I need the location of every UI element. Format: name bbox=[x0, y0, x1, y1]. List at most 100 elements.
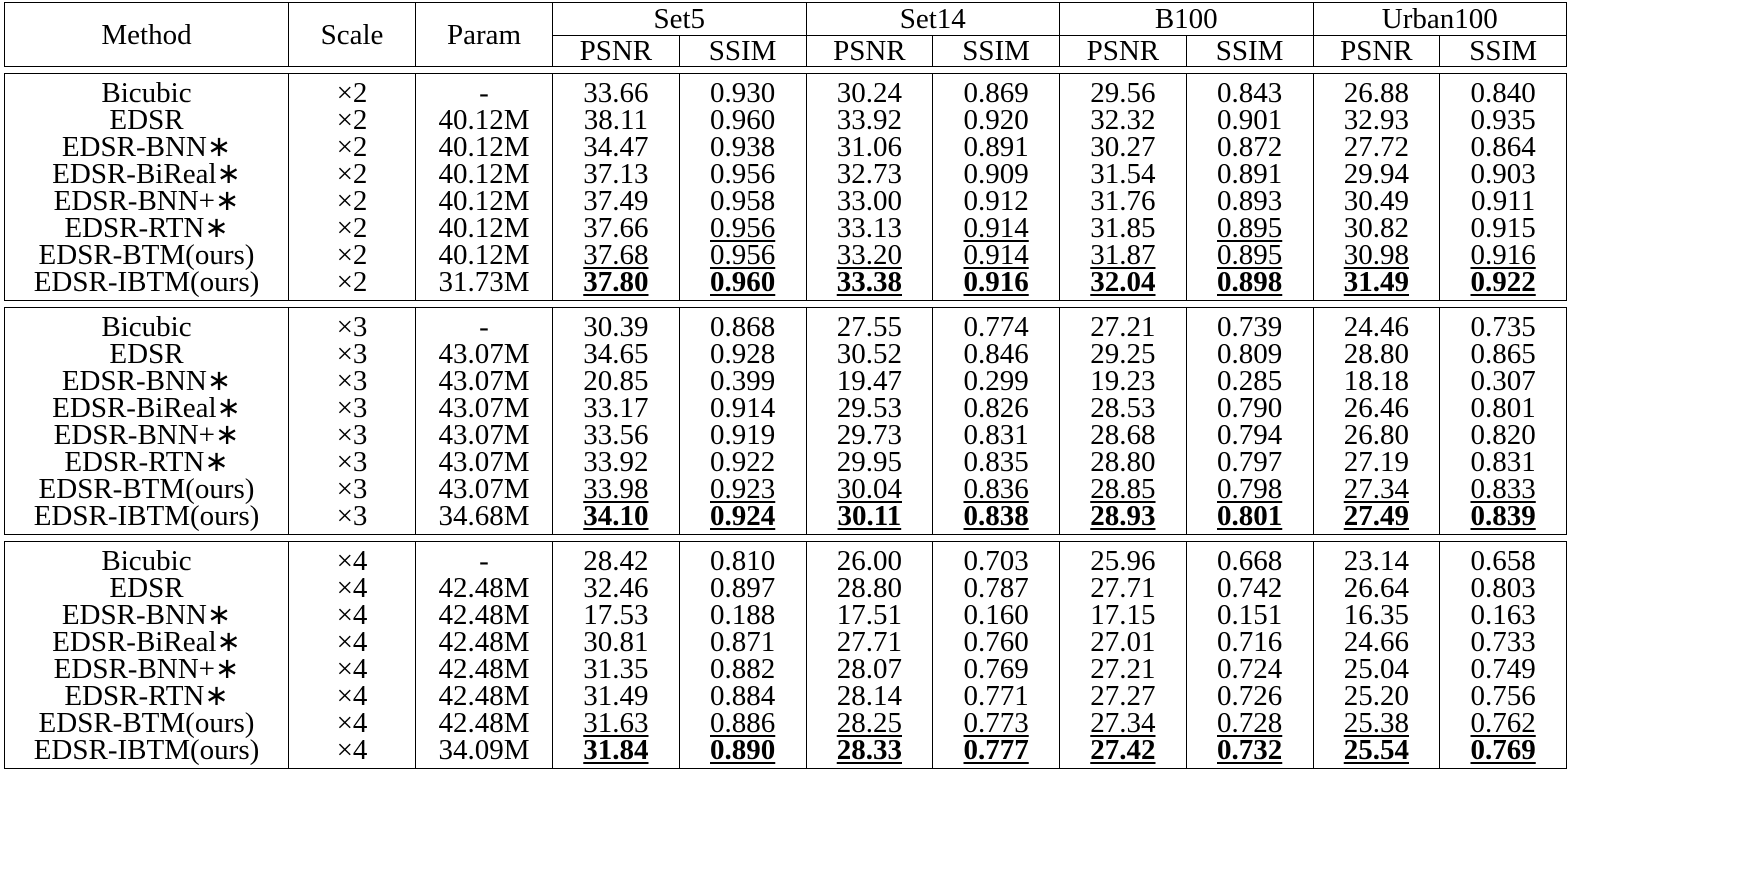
ssim-cell-text: 0.898 bbox=[1217, 266, 1283, 298]
method-cell: EDSR-RTN∗ bbox=[4, 214, 289, 243]
psnr-cell: 28.53 bbox=[1059, 394, 1187, 423]
method-cell-text: EDSR-BTM(ours) bbox=[38, 707, 255, 739]
psnr-cell: 25.04 bbox=[1312, 655, 1441, 684]
param-cell: 40.12M bbox=[415, 133, 553, 162]
ssim-cell-text: 0.307 bbox=[1470, 365, 1536, 397]
ssim-cell-text: 0.726 bbox=[1217, 680, 1283, 712]
psnr-cell-text: 28.33 bbox=[836, 734, 902, 766]
ssim-cell-text: 0.893 bbox=[1217, 185, 1283, 217]
ssim-cell: 0.732 bbox=[1185, 736, 1314, 769]
psnr-cell-text: 31.49 bbox=[1343, 266, 1409, 298]
ssim-cell: 0.895 bbox=[1185, 214, 1314, 243]
psnr-cell: 34.47 bbox=[552, 133, 680, 162]
ssim-cell-text: 0.884 bbox=[710, 680, 776, 712]
ssim-cell-text: 0.956 bbox=[710, 158, 776, 190]
method-cell: Bicubic bbox=[4, 73, 289, 108]
ssim-cell: 0.773 bbox=[932, 709, 1060, 738]
ssim-cell-text: 0.915 bbox=[1470, 212, 1536, 244]
header-metric: PSNR bbox=[552, 35, 680, 67]
ssim-cell-text: 0.836 bbox=[963, 473, 1029, 505]
psnr-cell-text: 33.00 bbox=[836, 185, 902, 217]
psnr-cell-text: 27.49 bbox=[1343, 500, 1409, 532]
psnr-cell-text: 34.65 bbox=[583, 338, 649, 370]
scale-cell: ×3 bbox=[288, 367, 416, 396]
psnr-cell-text: 28.42 bbox=[583, 545, 649, 577]
param-cell-text: 34.68M bbox=[438, 500, 530, 532]
method-cell-text: EDSR-BNN+∗ bbox=[53, 653, 240, 685]
psnr-cell: 31.63 bbox=[552, 709, 680, 738]
ssim-cell: 0.726 bbox=[1185, 680, 1314, 712]
ssim-cell: 0.897 bbox=[678, 574, 807, 603]
scale-cell: ×2 bbox=[288, 268, 416, 301]
psnr-cell: 33.13 bbox=[805, 214, 934, 243]
param-cell-text: 43.07M bbox=[438, 338, 530, 370]
param-cell-text: 40.12M bbox=[438, 239, 530, 271]
scale-cell-text: ×2 bbox=[336, 158, 368, 190]
ssim-cell: 0.868 bbox=[678, 307, 807, 343]
ssim-cell: 0.163 bbox=[1439, 599, 1568, 631]
psnr-cell: 37.13 bbox=[552, 160, 680, 189]
psnr-cell: 25.54 bbox=[1312, 736, 1441, 769]
table-row: Bicubic ×3 - 30.39 0.868 27.55 0.774 27.21 0.739… bbox=[4, 307, 1568, 343]
header-metric: PSNR bbox=[1059, 35, 1187, 67]
ssim-cell: 0.797 bbox=[1185, 448, 1314, 477]
psnr-cell-text: 28.07 bbox=[836, 653, 902, 685]
psnr-cell-text: 34.10 bbox=[583, 500, 649, 532]
scale-cell-text: ×4 bbox=[336, 545, 368, 577]
table-row: EDSR-BiReal∗ ×3 43.07M 33.17 0.914 29.53 0.826… bbox=[4, 392, 1568, 424]
ssim-cell: 0.809 bbox=[1185, 340, 1314, 369]
table-row: EDSR-RTN∗ ×2 40.12M 37.66 0.956 33.13 0.914 31.… bbox=[4, 212, 1568, 244]
ssim-cell: 0.790 bbox=[1185, 392, 1314, 424]
ssim-cell: 0.924 bbox=[678, 502, 807, 535]
ssim-cell-text: 0.868 bbox=[710, 311, 776, 343]
ssim-cell: 0.836 bbox=[932, 473, 1060, 505]
ssim-cell: 0.820 bbox=[1439, 421, 1568, 450]
scale-cell-text: ×2 bbox=[336, 185, 368, 217]
ssim-cell-text: 0.891 bbox=[963, 131, 1029, 163]
ssim-cell-text: 0.771 bbox=[963, 680, 1029, 712]
ssim-cell-text: 0.801 bbox=[1470, 392, 1536, 424]
ssim-cell: 0.901 bbox=[1185, 106, 1314, 135]
param-cell: 42.48M bbox=[415, 682, 553, 711]
header-metric: SSIM bbox=[1185, 35, 1314, 67]
psnr-cell: 28.80 bbox=[1312, 340, 1441, 369]
ssim-cell: 0.839 bbox=[1439, 502, 1568, 535]
scale-cell: ×3 bbox=[288, 394, 416, 423]
ssim-cell: 0.872 bbox=[1185, 131, 1314, 163]
ssim-cell: 0.724 bbox=[1185, 653, 1314, 685]
psnr-cell-text: 31.49 bbox=[583, 680, 649, 712]
table-row: EDSR ×2 40.12M 38.11 0.960 33.92 0.920 32.32 0.9… bbox=[4, 104, 1568, 136]
ssim-cell-text: 0.798 bbox=[1217, 473, 1283, 505]
method-cell-text: EDSR-BNN∗ bbox=[61, 365, 232, 397]
ssim-cell: 0.930 bbox=[678, 73, 807, 108]
ssim-cell-text: 0.872 bbox=[1217, 131, 1283, 163]
param-cell: 43.07M bbox=[415, 475, 553, 504]
ssim-cell: 0.960 bbox=[678, 106, 807, 135]
method-cell-text: EDSR-IBTM(ours) bbox=[33, 500, 260, 532]
ssim-cell-text: 0.956 bbox=[710, 239, 776, 271]
ssim-cell: 0.833 bbox=[1439, 475, 1568, 504]
param-cell: 42.48M bbox=[415, 709, 553, 738]
ssim-cell: 0.801 bbox=[1185, 502, 1314, 535]
ssim-cell: 0.914 bbox=[678, 394, 807, 423]
psnr-cell-text: 38.11 bbox=[583, 104, 648, 136]
method-cell-text: EDSR-BNN∗ bbox=[61, 599, 232, 631]
psnr-cell-text: 27.71 bbox=[1090, 572, 1156, 604]
ssim-cell-text: 0.790 bbox=[1217, 392, 1283, 424]
psnr-cell-text: 30.52 bbox=[836, 338, 902, 370]
ssim-cell: 0.739 bbox=[1185, 307, 1314, 342]
ssim-cell-text: 0.724 bbox=[1217, 653, 1283, 685]
psnr-cell-text: 27.42 bbox=[1090, 734, 1156, 766]
ssim-cell-text: 0.928 bbox=[710, 338, 776, 370]
method-cell-text: EDSR-IBTM(ours) bbox=[33, 266, 260, 298]
ssim-cell-text: 0.891 bbox=[1217, 158, 1283, 190]
ssim-cell: 0.742 bbox=[1185, 574, 1314, 603]
psnr-cell: 31.49 bbox=[1312, 266, 1441, 301]
psnr-cell-text: 25.38 bbox=[1343, 707, 1409, 739]
method-cell: Bicubic bbox=[4, 541, 289, 576]
psnr-cell-text: 24.46 bbox=[1343, 311, 1409, 343]
ssim-cell-text: 0.163 bbox=[1470, 599, 1536, 631]
psnr-cell: 28.14 bbox=[805, 682, 934, 711]
scale-cell: ×2 bbox=[288, 73, 416, 108]
param-cell: 42.48M bbox=[415, 601, 553, 630]
